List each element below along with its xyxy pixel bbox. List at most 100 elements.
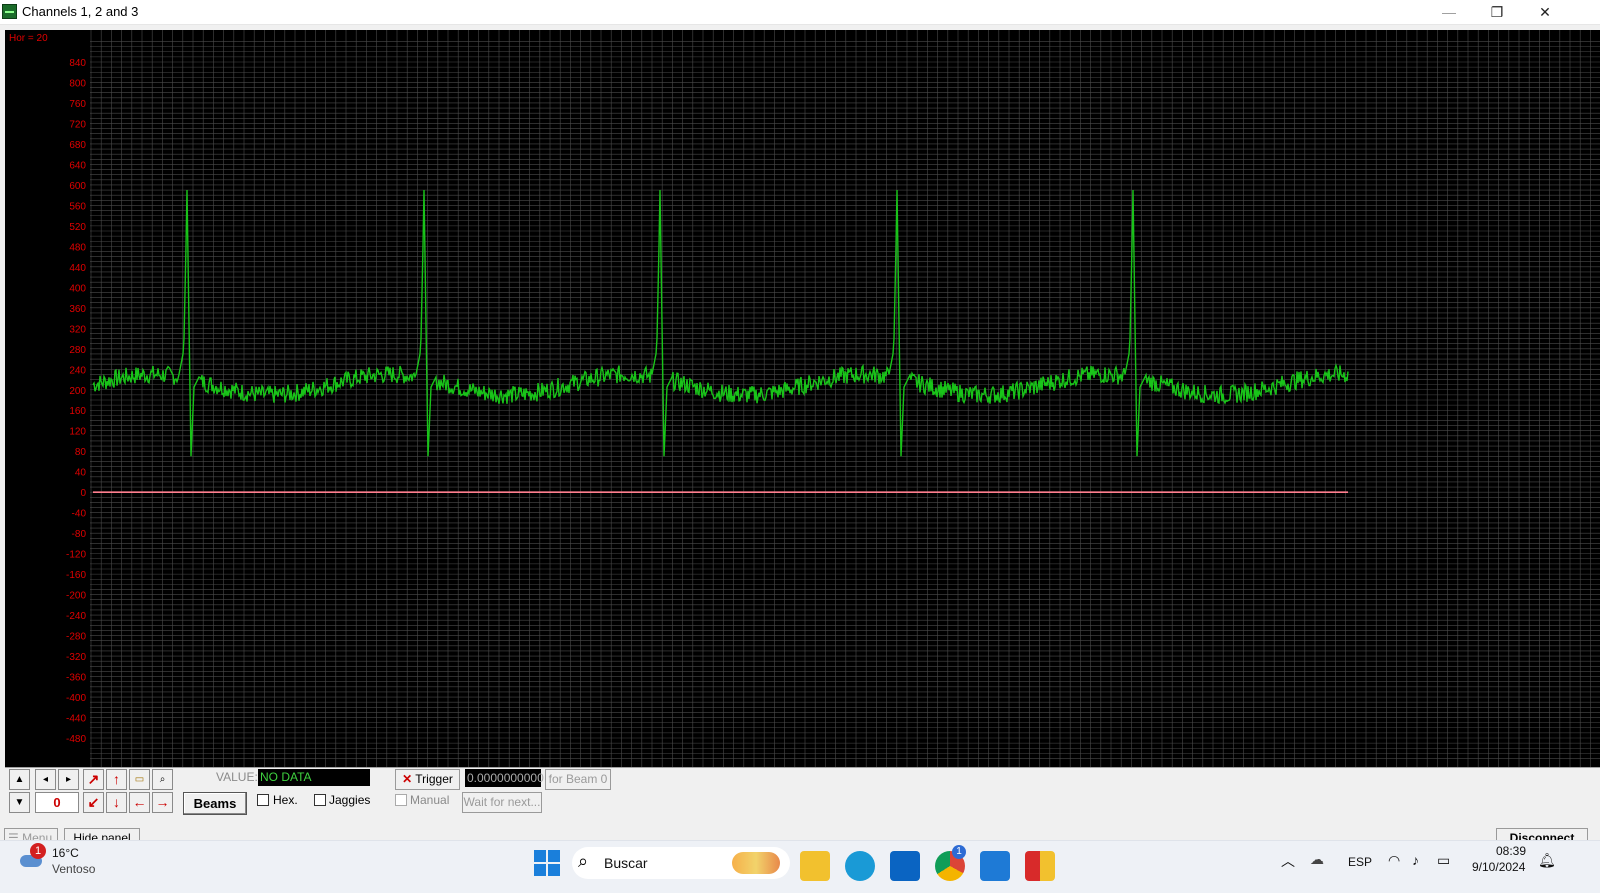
clock-date[interactable]: 9/10/2024 <box>1472 860 1526 874</box>
weather-desc: Ventoso <box>52 862 96 876</box>
y-tick-label: 200 <box>69 386 86 397</box>
y-tick-label: 240 <box>69 365 86 376</box>
y-tick-label: 560 <box>69 201 86 212</box>
y-tick-label: 120 <box>69 427 86 438</box>
arrow-down-icon[interactable]: ↓ <box>106 792 127 813</box>
search-highlight-icon <box>732 852 780 874</box>
weather-badge: 1 <box>30 843 46 859</box>
arrow-right-icon[interactable]: → <box>152 792 173 813</box>
taskbar: 1 16°C Ventoso ⌕ Buscar 1 ︿ ☁ ESP ◠ ♪ ▭ … <box>0 840 1600 893</box>
expand-diag-icon[interactable]: ↗ <box>83 769 104 790</box>
clock-time[interactable]: 08:39 <box>1496 844 1527 858</box>
zoom-icon[interactable]: ⌕ <box>152 769 173 790</box>
maximize-button[interactable]: ❐ <box>1490 4 1504 20</box>
y-tick-label: -480 <box>66 734 86 745</box>
y-tick-label: -80 <box>72 529 87 540</box>
y-tick-label: -360 <box>66 673 86 684</box>
y-tick-label: 360 <box>69 304 86 315</box>
y-tick-label: 480 <box>69 242 86 253</box>
windows-icon <box>534 850 560 876</box>
onedrive-icon[interactable]: ☁ <box>1310 851 1324 867</box>
minimize-button[interactable]: — <box>1442 4 1456 20</box>
y-tick-label: 520 <box>69 222 86 233</box>
y-tick-label: 720 <box>69 119 86 130</box>
jaggies-label: Jaggies <box>329 793 371 807</box>
file-explorer-icon[interactable] <box>800 851 830 881</box>
y-tick-label: 840 <box>69 58 86 69</box>
y-tick-label: 800 <box>69 78 86 89</box>
y-tick-label: 80 <box>75 447 87 458</box>
y-tick-label: -280 <box>66 632 86 643</box>
y-tick-label: 600 <box>69 181 86 192</box>
weather-temp: 16°C <box>52 846 79 860</box>
value-display: NO DATA <box>258 769 370 786</box>
x-icon: ✕ <box>402 772 413 786</box>
start-button[interactable] <box>534 850 560 876</box>
trigger-label: Trigger <box>415 772 453 786</box>
trigger-button[interactable]: ✕ Trigger <box>395 769 460 790</box>
step-right-button[interactable]: ▸ <box>58 769 79 790</box>
step-left-button[interactable]: ◂ <box>35 769 56 790</box>
y-tick-label: 680 <box>69 140 86 151</box>
notification-bell-icon[interactable]: 🔔︎ <box>1538 852 1556 868</box>
manual-checkbox[interactable] <box>395 794 407 806</box>
language-indicator[interactable]: ESP <box>1348 855 1373 869</box>
hor-label: Hor = 20 <box>9 33 48 44</box>
shrink-diag-icon[interactable]: ↙ <box>83 792 104 813</box>
menu-icon: ☰ <box>8 831 19 845</box>
y-tick-label: 760 <box>69 99 86 110</box>
beams-button[interactable]: Beams <box>183 792 247 815</box>
trigger-value[interactable]: 0.0000000000 <box>465 769 544 787</box>
hex-checkbox[interactable] <box>257 794 269 806</box>
battery-icon[interactable]: ▭ <box>1437 852 1451 868</box>
y-tick-label: 160 <box>69 406 86 417</box>
search-icon: ⌕ <box>578 851 589 871</box>
hex-label: Hex. <box>273 793 298 807</box>
y-tick-label: 280 <box>69 345 86 356</box>
close-button[interactable]: ✕ <box>1539 4 1551 20</box>
folder-icon[interactable]: ▭ <box>129 769 150 790</box>
y-tick-label: 400 <box>69 283 86 294</box>
offset-value[interactable]: 0 <box>35 792 79 813</box>
arrow-up-icon[interactable]: ↑ <box>106 769 127 790</box>
app-icon <box>2 4 17 19</box>
volume-muted-icon[interactable]: ♪ <box>1412 852 1419 868</box>
scroll-down-button[interactable]: ▼ <box>9 792 30 813</box>
outlook-icon[interactable] <box>890 851 920 881</box>
scroll-up-button[interactable]: ▲ <box>9 769 30 790</box>
y-tick-label: -120 <box>66 550 86 561</box>
y-tick-label: 640 <box>69 160 86 171</box>
arrow-left-icon[interactable]: ← <box>129 792 150 813</box>
edge-icon[interactable] <box>845 851 875 881</box>
value-label: VALUE: <box>216 770 258 784</box>
wait-for-next-button[interactable]: Wait for next... <box>462 792 542 813</box>
y-tick-label: 320 <box>69 324 86 335</box>
scope-app-icon[interactable] <box>1025 851 1055 881</box>
scope-chart: 8408007607206806406005605204804404003603… <box>9 30 1600 767</box>
y-tick-label: 40 <box>75 468 87 479</box>
tray-chevron-icon[interactable]: ︿ <box>1281 853 1295 869</box>
search-placeholder: Buscar <box>604 855 648 871</box>
y-tick-label: -40 <box>72 509 87 520</box>
y-tick-label: 0 <box>80 488 86 499</box>
y-tick-label: -400 <box>66 693 86 704</box>
wifi-icon[interactable]: ◠ <box>1388 852 1401 868</box>
title-bar: Channels 1, 2 and 3 — ❐ ✕ <box>0 0 1600 25</box>
ecg-trace <box>92 189 1349 457</box>
window-title: Channels 1, 2 and 3 <box>22 4 139 19</box>
y-tick-label: 440 <box>69 263 86 274</box>
manual-label: Manual <box>410 793 450 807</box>
oscilloscope-display: 840 800 760 720 680 640 600 560 520 480 440 400 360 3… <box>5 30 1600 767</box>
y-tick-label: -200 <box>66 591 86 602</box>
for-beam-button[interactable]: for Beam 0 <box>545 769 611 790</box>
y-tick-label: -160 <box>66 570 86 581</box>
jaggies-checkbox[interactable] <box>314 794 326 806</box>
y-tick-label: -440 <box>66 714 86 725</box>
y-tick-label: -320 <box>66 652 86 663</box>
weather-widget[interactable]: 1 16°C Ventoso <box>14 843 124 887</box>
y-tick-label: -240 <box>66 611 86 622</box>
chrome-badge: 1 <box>952 845 966 859</box>
search-box[interactable]: ⌕ Buscar <box>572 847 790 879</box>
vscode-icon[interactable] <box>980 851 1010 881</box>
control-panel: ▲ ▼ ◂ ▸ 0 ↗ ↑ ▭ ⌕ ↙ ↓ ← → Beams VALUE: N… <box>5 767 1600 828</box>
